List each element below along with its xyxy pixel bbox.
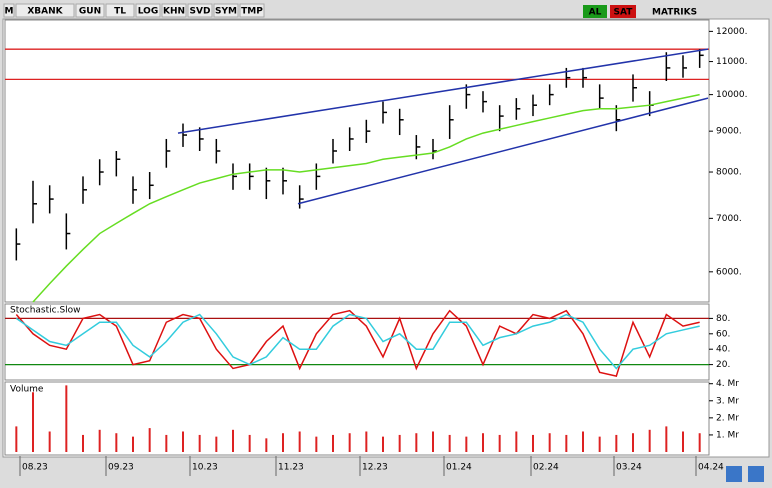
y-tick-label: 7000.: [716, 214, 742, 224]
stoch-panel: [4, 303, 710, 381]
sell-label: SAT: [614, 8, 634, 18]
panel-title: Stochastic.Slow: [10, 306, 81, 316]
y-tick-label: 1. Mr: [716, 430, 739, 440]
x-tick-label: 01.24: [446, 463, 472, 473]
x-tick-label: 03.24: [616, 463, 642, 473]
settings-icon[interactable]: [748, 466, 764, 482]
y-tick-label: 80.: [716, 314, 730, 324]
trend-line: [177, 48, 709, 134]
y-tick-label: 4. Mr: [716, 379, 739, 389]
y-tick-label: 40.: [716, 345, 730, 355]
x-tick-label: 02.24: [533, 463, 559, 473]
x-tick-label: 08.23: [22, 463, 48, 473]
buy-label: AL: [589, 8, 602, 18]
sync-icon[interactable]: [726, 466, 742, 482]
toolbar-label: TMP: [241, 7, 263, 17]
toolbar-label: GUN: [79, 7, 101, 17]
toolbar-label: SVD: [190, 7, 211, 17]
toolbar-label: KHN: [163, 7, 185, 17]
toolbar-label: XBANK: [27, 7, 63, 17]
volume-panel: [4, 381, 710, 456]
stoch-line: [15, 313, 700, 370]
x-tick-label: 09.23: [108, 463, 134, 473]
y-tick-label: 20.: [716, 360, 730, 370]
y-tick-label: 11000.: [716, 57, 748, 67]
y-tick-label: 10000.: [716, 90, 748, 100]
price-panel: [4, 19, 710, 303]
y-tick-label: 8000.: [716, 168, 742, 178]
toolbar-button[interactable]: [161, 3, 187, 18]
y-tick-label: 9000.: [716, 127, 742, 137]
moving-average: [32, 93, 700, 303]
toolbar-label: LOG: [138, 7, 158, 17]
toolbar-button[interactable]: [15, 3, 75, 18]
y-tick-label: 2. Mr: [716, 413, 739, 423]
toolbar-button[interactable]: [135, 3, 161, 18]
toolbar-button[interactable]: [187, 3, 213, 18]
y-tick-label: 60.: [716, 329, 730, 339]
toolbar-label: M: [5, 7, 14, 17]
trend-line: [297, 97, 709, 205]
x-tick-label: 12.23: [362, 463, 388, 473]
brand: MATRIKS: [652, 8, 697, 18]
x-tick-label: 10.23: [192, 463, 218, 473]
y-tick-label: 12000.: [716, 27, 748, 37]
y-tick-label: 3. Mr: [716, 396, 739, 406]
x-tick-label: 11.23: [278, 463, 304, 473]
toolbar-button[interactable]: [213, 3, 239, 18]
toolbar-button[interactable]: [239, 3, 265, 18]
sell-button[interactable]: [610, 5, 636, 18]
x-tick-label: 04.24: [698, 463, 724, 473]
buy-button[interactable]: [583, 5, 607, 18]
toolbar-label: TL: [114, 7, 126, 17]
toolbar-button[interactable]: [3, 3, 15, 18]
panel-title: Volume: [10, 385, 44, 395]
toolbar-button[interactable]: [75, 3, 105, 18]
toolbar-button[interactable]: [105, 3, 135, 18]
y-tick-label: 6000.: [716, 267, 742, 277]
stoch-line: [15, 309, 700, 378]
toolbar-label: SYM: [215, 7, 237, 17]
